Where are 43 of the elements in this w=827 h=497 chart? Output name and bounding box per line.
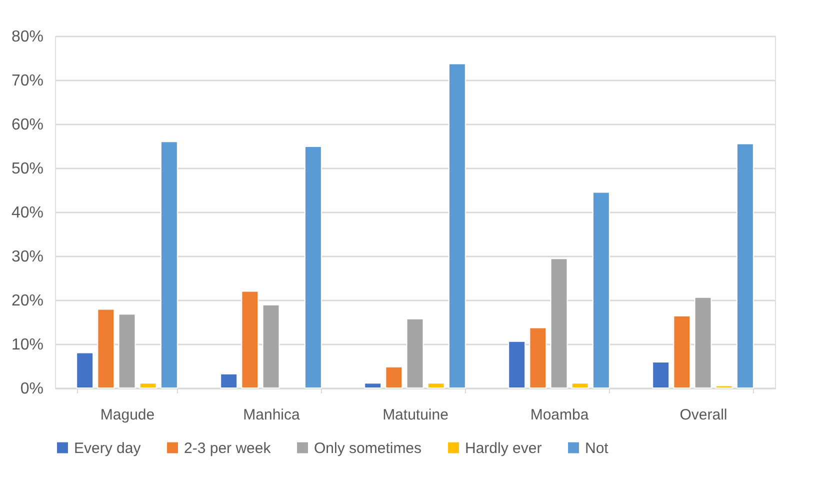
bar — [427, 382, 445, 388]
bar — [118, 314, 136, 388]
y-tick-label: 50% — [11, 160, 44, 178]
bar — [364, 382, 382, 388]
bar — [592, 192, 610, 388]
bar — [736, 143, 754, 388]
bar — [241, 290, 259, 388]
y-tick-label: 0% — [20, 380, 44, 398]
x-tick-label: Manhica — [243, 406, 301, 424]
y-tick-label: 10% — [11, 336, 44, 354]
y-tick-label: 40% — [11, 204, 44, 222]
bar — [220, 373, 238, 388]
bar — [694, 296, 712, 388]
x-tick-label: Moamba — [530, 406, 590, 424]
bar — [406, 318, 424, 388]
bar — [715, 385, 733, 388]
y-tick-label: 30% — [11, 248, 44, 266]
bar — [304, 146, 322, 388]
bar — [652, 362, 670, 388]
bar — [571, 382, 589, 388]
y-tick-label: 20% — [11, 292, 44, 310]
y-tick-label: 70% — [11, 72, 44, 90]
y-tick-label: 60% — [11, 116, 44, 134]
bar — [97, 308, 115, 388]
bar — [385, 366, 403, 388]
x-tick-label: Overall — [680, 406, 728, 424]
bar — [139, 382, 157, 388]
bar — [673, 315, 691, 388]
legend-label: Every day — [74, 440, 142, 457]
bar — [160, 141, 178, 388]
legend-label: Only sometimes — [314, 440, 422, 457]
bar — [529, 327, 547, 388]
bar — [76, 352, 94, 388]
bar — [508, 340, 526, 388]
bar — [448, 63, 466, 388]
y-tick-label: 80% — [11, 28, 44, 46]
legend-label: Not — [585, 440, 610, 457]
legend-label: 2-3 per week — [184, 440, 272, 457]
bar — [550, 258, 568, 388]
x-tick-label: Magude — [100, 406, 155, 424]
legend-label: Hardly ever — [465, 440, 542, 457]
x-tick-label: Matutuine — [382, 406, 448, 424]
bar — [262, 304, 280, 388]
